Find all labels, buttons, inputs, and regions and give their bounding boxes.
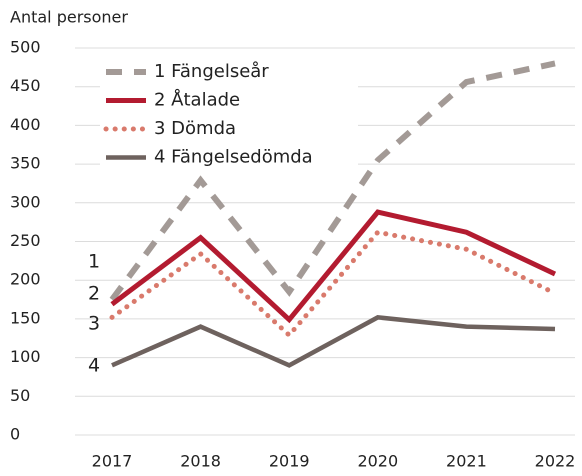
y-axis-label: Antal personer (10, 8, 128, 27)
y-tick-label: 400 (10, 115, 41, 134)
y-tick-label: 450 (10, 76, 41, 95)
annotation: 3 (88, 313, 100, 335)
series-line (111, 315, 556, 368)
x-tick-label: 2021 (446, 452, 487, 471)
annotation: 4 (88, 355, 100, 377)
legend-background (100, 58, 358, 170)
annotation: 1 (88, 251, 100, 273)
y-tick-label: 350 (10, 154, 41, 173)
series-line (110, 209, 557, 324)
legend-label: 3 Dömda (154, 118, 236, 139)
x-tick-label: 2017 (92, 452, 133, 471)
x-tick-label: 2018 (180, 452, 221, 471)
x-tick-label: 2019 (269, 452, 310, 471)
y-tick-label: 300 (10, 192, 41, 211)
y-tick-label: 500 (10, 38, 41, 57)
x-tick-label: 2022 (535, 452, 576, 471)
legend-label: 2 Åtalade (154, 89, 240, 111)
y-tick-label: 50 (10, 386, 30, 405)
series-line (109, 229, 558, 339)
y-tick-label: 150 (10, 308, 41, 327)
legend-label: 1 Fängelseår (154, 61, 269, 82)
y-tick-label: 250 (10, 231, 41, 250)
x-tick-label: 2020 (357, 452, 398, 471)
legend-label: 4 Fängelsedömda (154, 147, 313, 168)
y-tick-label: 0 (10, 425, 20, 444)
y-tick-label: 100 (10, 347, 41, 366)
series-line (109, 60, 556, 302)
annotation: 2 (88, 283, 100, 305)
y-tick-label: 200 (10, 270, 41, 289)
